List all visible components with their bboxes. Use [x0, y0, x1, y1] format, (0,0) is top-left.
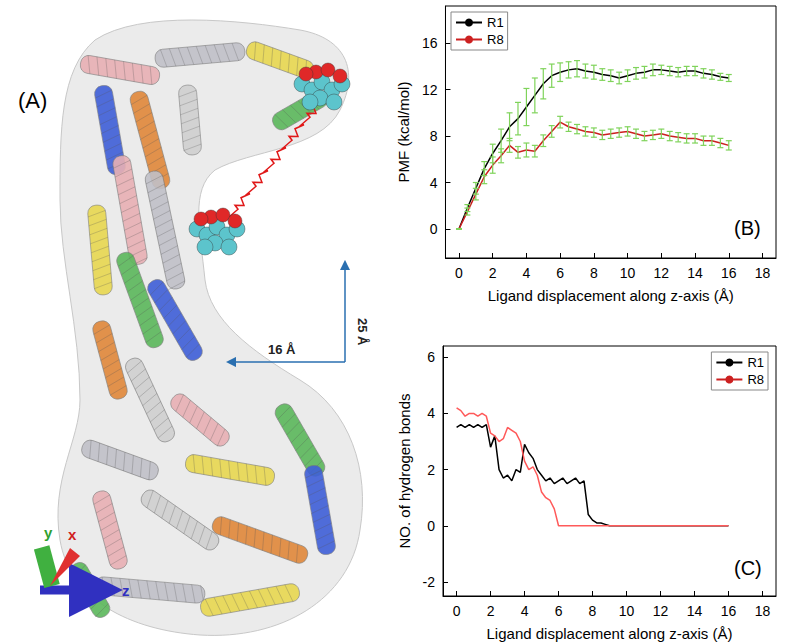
svg-text:18: 18 — [755, 603, 771, 619]
svg-text:0: 0 — [453, 603, 461, 619]
svg-text:R1: R1 — [747, 355, 764, 370]
svg-text:8: 8 — [430, 128, 438, 144]
svg-text:10: 10 — [619, 603, 635, 619]
svg-text:8: 8 — [590, 265, 598, 281]
svg-text:2: 2 — [427, 462, 435, 478]
svg-text:Ligand displacement along z-ax: Ligand displacement along z-axis (Å) — [488, 287, 734, 304]
svg-text:18: 18 — [755, 265, 771, 281]
svg-text:NO. of hydrogen bonds: NO. of hydrogen bonds — [396, 393, 413, 548]
svg-text:6: 6 — [427, 349, 435, 365]
svg-text:4: 4 — [430, 175, 438, 191]
svg-text:14: 14 — [687, 603, 703, 619]
svg-text:16: 16 — [721, 265, 737, 281]
svg-text:R8: R8 — [747, 372, 764, 387]
svg-text:0: 0 — [430, 221, 438, 237]
svg-text:z: z — [122, 582, 130, 599]
svg-text:12: 12 — [654, 265, 670, 281]
svg-text:(A): (A) — [18, 88, 47, 113]
svg-text:4: 4 — [521, 603, 529, 619]
svg-text:2: 2 — [489, 265, 497, 281]
svg-text:0: 0 — [427, 518, 435, 534]
svg-text:0: 0 — [455, 265, 463, 281]
svg-text:12: 12 — [653, 603, 669, 619]
svg-text:(B): (B) — [734, 217, 761, 239]
svg-text:Ligand displacement along z-ax: Ligand displacement along z-axis (Å) — [487, 625, 733, 642]
svg-text:12: 12 — [422, 82, 438, 98]
svg-text:8: 8 — [589, 603, 597, 619]
svg-text:R1: R1 — [487, 15, 504, 30]
svg-text:16: 16 — [721, 603, 737, 619]
svg-text:6: 6 — [555, 603, 563, 619]
svg-text:16 Å: 16 Å — [268, 342, 296, 357]
svg-text:16: 16 — [422, 35, 438, 51]
svg-text:25 Å: 25 Å — [355, 318, 370, 346]
svg-text:x: x — [68, 526, 77, 543]
svg-text:4: 4 — [523, 265, 531, 281]
svg-text:4: 4 — [427, 405, 435, 421]
svg-text:14: 14 — [687, 265, 703, 281]
svg-text:PMF (kcal/mol): PMF (kcal/mol) — [395, 82, 412, 183]
svg-text:(C): (C) — [734, 557, 762, 579]
svg-text:-2: -2 — [423, 574, 436, 590]
svg-text:6: 6 — [556, 265, 564, 281]
svg-text:2: 2 — [487, 603, 495, 619]
svg-text:R8: R8 — [487, 32, 504, 47]
svg-text:y: y — [44, 524, 53, 541]
svg-text:10: 10 — [620, 265, 636, 281]
